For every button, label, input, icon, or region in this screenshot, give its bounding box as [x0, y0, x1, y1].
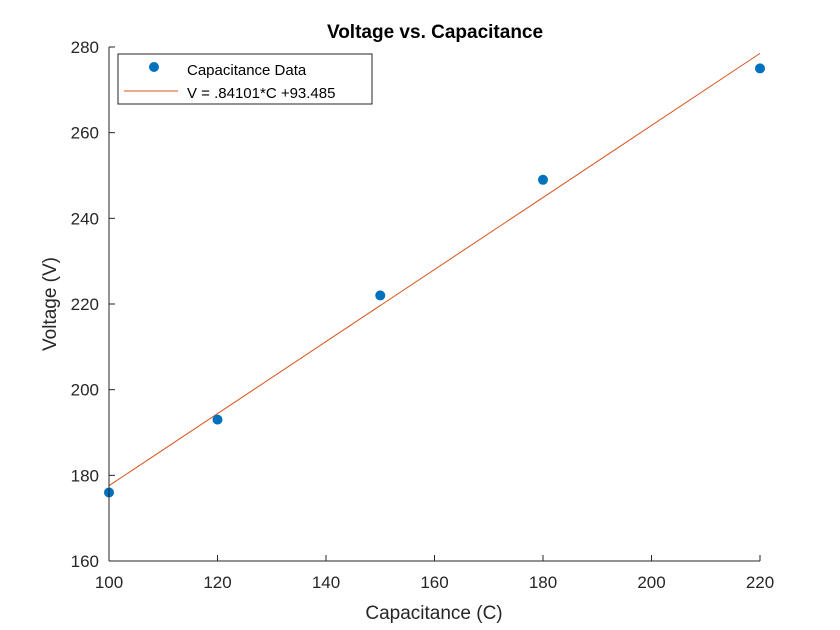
data-point-4 — [755, 63, 765, 74]
plot-area: 100 120 140 160 180 200 220 160 180 200 220 240 260… — [71, 38, 775, 592]
plot-background — [109, 47, 760, 561]
legend-label-fit: V = .84101*C +93.485 — [187, 85, 335, 102]
x-tick-label-200: 200 — [637, 573, 665, 592]
legend-marker-capacitance-data — [149, 62, 159, 72]
y-tick-label-240: 240 — [71, 209, 99, 228]
y-ticks: 160 180 200 220 240 260 280 — [71, 38, 115, 571]
y-tick-label-280: 280 — [71, 38, 99, 57]
x-tick-label-140: 140 — [312, 573, 340, 592]
chart-title: Voltage vs. Capacitance — [327, 22, 543, 43]
x-axis-title: Capacitance (C) — [365, 603, 502, 624]
y-axis-title: Voltage (V) — [40, 257, 61, 351]
x-tick-label-220: 220 — [746, 573, 774, 592]
data-point-1 — [212, 414, 223, 425]
legend: Capacitance Data V = .84101*C +93.485 — [117, 53, 373, 105]
x-tick-label-100: 100 — [95, 573, 123, 592]
x-ticks: 100 120 140 160 180 200 220 — [95, 555, 774, 592]
legend-label-capacitance-data: Capacitance Data — [187, 62, 307, 79]
y-tick-label-180: 180 — [71, 466, 99, 485]
y-tick-label-160: 160 — [71, 552, 99, 571]
data-point-3 — [538, 174, 548, 185]
data-point-2 — [375, 290, 386, 301]
fit-line — [108, 52, 761, 487]
x-tick-label-120: 120 — [203, 573, 231, 592]
y-tick-label-200: 200 — [71, 381, 99, 400]
x-tick-label-180: 180 — [529, 573, 557, 592]
legend-box — [117, 53, 373, 105]
y-tick-label-220: 220 — [71, 295, 99, 314]
y-tick-label-260: 260 — [71, 124, 99, 143]
x-tick-label-160: 160 — [420, 573, 448, 592]
